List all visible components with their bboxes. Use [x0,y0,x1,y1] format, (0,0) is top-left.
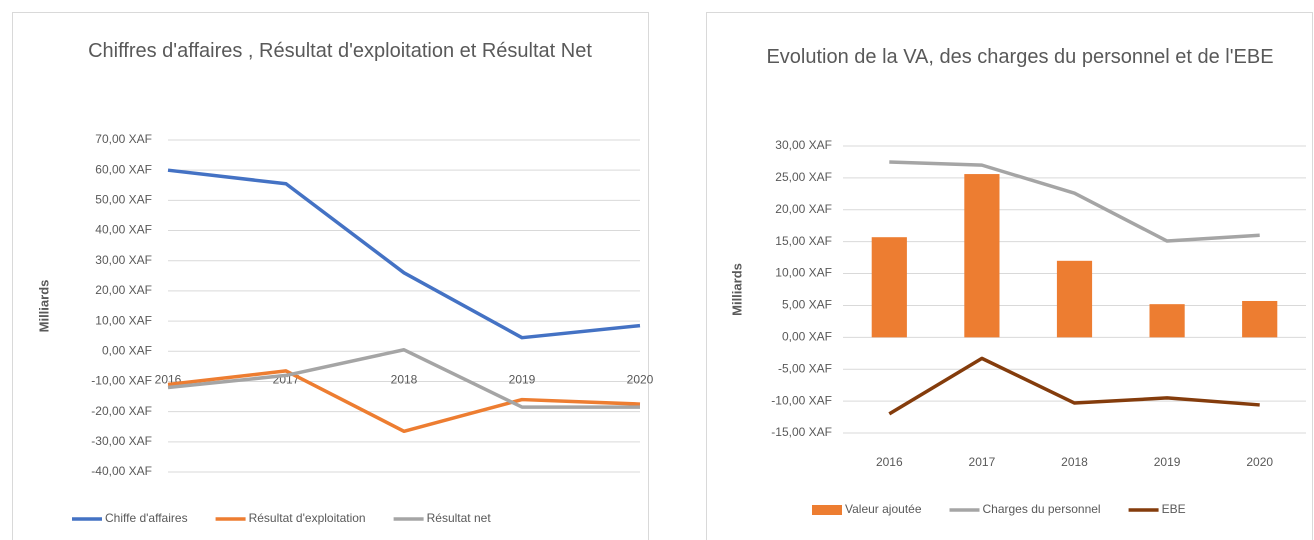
y-tick-label: -20,00 XAF [91,404,152,418]
x-tick-label: 2017 [969,455,996,469]
chart-title: Evolution de la VA, des charges du perso… [766,46,1274,68]
x-tick-label: 2020 [627,372,654,386]
y-tick-label: 5,00 XAF [782,298,832,312]
y-tick-label: 15,00 XAF [775,234,832,248]
y-tick-label: 20,00 XAF [95,283,152,297]
legend-swatch [812,505,842,515]
y-tick-label: 40,00 XAF [95,223,152,237]
y-axis-title: Milliards [36,280,51,333]
bar [1056,260,1093,338]
y-axis-title: Milliards [729,263,744,316]
line-series [167,168,641,340]
y-tick-label: -5,00 XAF [778,361,832,375]
y-tick-label: 70,00 XAF [95,132,152,146]
bar [1149,304,1185,338]
y-tick-label: 0,00 XAF [782,330,832,344]
legend-label: Résultat d'exploitation [249,511,366,525]
bar [964,174,1000,338]
line-series [167,369,641,434]
y-tick-label: -30,00 XAF [91,434,152,448]
line-series [889,160,1260,243]
y-tick-label: -15,00 XAF [771,425,832,439]
bar [871,237,907,338]
chart-title: Chiffres d'affaires , Résultat d'exploit… [88,40,592,62]
y-tick-label: 60,00 XAF [95,162,152,176]
chart-frame [706,12,1313,540]
legend-label: Charges du personnel [983,502,1101,516]
legend-label: Valeur ajoutée [845,502,922,516]
y-tick-label: -10,00 XAF [91,374,152,388]
chart-frame [12,12,649,540]
x-tick-label: 2020 [1246,455,1273,469]
y-tick-label: 10,00 XAF [95,313,152,327]
y-tick-label: 50,00 XAF [95,193,152,207]
y-tick-label: 10,00 XAF [775,266,832,280]
x-tick-label: 2016 [876,455,903,469]
x-tick-label: 2018 [391,372,418,386]
y-tick-label: 20,00 XAF [775,202,832,216]
x-tick-label: 2018 [1061,455,1088,469]
y-tick-label: 25,00 XAF [775,170,832,184]
legend-label: Résultat net [427,511,492,525]
y-tick-label: 30,00 XAF [95,253,152,267]
y-tick-label: -40,00 XAF [91,464,152,478]
legend-label: EBE [1162,502,1186,516]
legend-label: Chiffe d'affaires [105,511,188,525]
y-tick-label: 30,00 XAF [775,138,832,152]
line-series [167,348,640,409]
y-tick-label: -10,00 XAF [771,393,832,407]
bar [1242,300,1278,338]
line-series [888,356,1260,416]
y-tick-label: 0,00 XAF [102,343,152,357]
x-tick-label: 2019 [509,372,536,386]
x-tick-label: 2019 [1154,455,1181,469]
